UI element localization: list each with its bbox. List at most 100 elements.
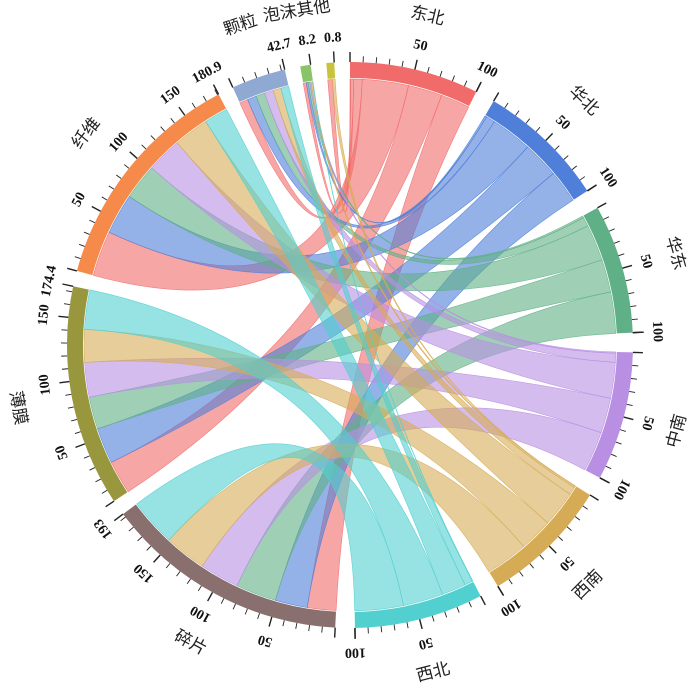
segment-label-碎片: 碎片 bbox=[171, 626, 210, 660]
tick-mark bbox=[519, 571, 524, 577]
tick-mark bbox=[75, 443, 86, 449]
ribbon-中南-颗粒 bbox=[264, 89, 617, 363]
tick-label: 50 bbox=[417, 634, 434, 652]
tick-label: 150 bbox=[36, 304, 53, 326]
tick-mark bbox=[241, 76, 246, 83]
tick-mark bbox=[622, 264, 633, 269]
tick-mark-end bbox=[332, 51, 335, 63]
tick-mark bbox=[150, 135, 156, 141]
tick-mark bbox=[160, 126, 165, 132]
tick-mark bbox=[95, 478, 101, 483]
tick-mark bbox=[232, 603, 236, 610]
tick-mark bbox=[186, 578, 191, 585]
ribbon-西北-碎片 bbox=[136, 443, 404, 612]
segment-label-华东: 华东 bbox=[661, 234, 689, 272]
tick-label-total: 100 bbox=[649, 321, 665, 343]
tick-mark bbox=[504, 102, 509, 109]
tick-mark bbox=[444, 611, 448, 618]
tick-mark bbox=[295, 622, 298, 629]
segment-label-西南: 西南 bbox=[569, 566, 607, 604]
tick-mark bbox=[388, 58, 391, 65]
tick-label-total: 100 bbox=[596, 165, 620, 191]
segment-arc-西南 bbox=[489, 486, 590, 587]
tick-mark bbox=[623, 416, 634, 421]
tick-label: 50 bbox=[69, 190, 89, 209]
segment-arc-泡沫其他 bbox=[300, 64, 313, 83]
tick-mark bbox=[603, 216, 610, 220]
ribbon-西北-纤维 bbox=[205, 109, 466, 595]
segment-label-东北: 东北 bbox=[409, 2, 447, 29]
tick-mark bbox=[129, 151, 138, 159]
tick-mark bbox=[579, 176, 586, 181]
tick-mark bbox=[61, 368, 69, 370]
tick-mark bbox=[558, 536, 564, 541]
tick-mark bbox=[63, 303, 70, 305]
tick-mark bbox=[128, 526, 134, 532]
segment-label-华北: 华北 bbox=[565, 82, 603, 120]
tick-mark bbox=[67, 406, 74, 409]
segment-arc-华东 bbox=[583, 207, 633, 334]
tick-mark bbox=[529, 563, 534, 569]
tick-label: 150 bbox=[158, 83, 184, 107]
tick-mark bbox=[456, 606, 460, 613]
tick-mark bbox=[605, 465, 612, 470]
tick-mark bbox=[480, 595, 486, 606]
tick-mark bbox=[137, 536, 143, 542]
ribbon-中南-纤维 bbox=[151, 142, 616, 399]
ribbon-华北-纤维 bbox=[108, 121, 529, 274]
ribbon-西南-颗粒 bbox=[272, 87, 575, 495]
tick-mark bbox=[615, 441, 622, 445]
tick-label-total: 42.7 bbox=[265, 36, 292, 56]
tick-mark bbox=[202, 95, 207, 102]
segment-label-中南: 中南 bbox=[663, 412, 691, 450]
segment-arc-薄膜 bbox=[67, 286, 128, 502]
tick-label: 150 bbox=[131, 560, 157, 585]
tick-mark bbox=[571, 165, 578, 170]
tick-mark-end bbox=[497, 585, 505, 597]
tick-mark bbox=[597, 202, 607, 209]
tick-mark bbox=[101, 489, 108, 494]
tick-mark bbox=[279, 64, 282, 71]
segment-arc-碎片 bbox=[123, 504, 337, 628]
tick-mark-end bbox=[599, 477, 610, 484]
tick-mark bbox=[589, 494, 599, 501]
tick-mark bbox=[625, 279, 632, 282]
ribbon-华东-纤维 bbox=[128, 167, 603, 292]
tick-mark bbox=[58, 315, 69, 319]
tick-mark-end bbox=[308, 53, 312, 65]
tick-mark bbox=[89, 219, 95, 224]
tick-mark bbox=[123, 164, 130, 169]
segment-arc-东北 bbox=[350, 62, 477, 107]
tick-mark bbox=[197, 585, 202, 592]
tick-mark bbox=[508, 578, 513, 585]
tick-mark bbox=[554, 145, 560, 151]
tick-mark bbox=[451, 75, 455, 82]
tick-mark-end bbox=[212, 84, 220, 95]
segment-arc-layer bbox=[67, 62, 633, 628]
tick-mark bbox=[268, 616, 273, 627]
tick-mark bbox=[266, 67, 270, 74]
tick-mark bbox=[406, 622, 409, 629]
tick-mark bbox=[631, 318, 638, 321]
tick-mark bbox=[66, 290, 73, 293]
tick-mark bbox=[618, 253, 625, 257]
tick-mark bbox=[582, 505, 588, 510]
ribbon-西北-颗粒 bbox=[280, 85, 473, 586]
tick-label: 50 bbox=[638, 415, 656, 432]
tick-mark bbox=[321, 626, 323, 633]
tick-label: 50 bbox=[256, 631, 274, 649]
tick-mark-end bbox=[113, 513, 124, 522]
tick-mark bbox=[608, 228, 615, 232]
tick-mark bbox=[120, 516, 126, 522]
tick-mark bbox=[574, 516, 581, 521]
tick-label-total: 100 bbox=[474, 59, 499, 82]
tick-mark bbox=[401, 60, 404, 67]
tick-mark bbox=[170, 118, 175, 124]
tick-mark bbox=[610, 453, 617, 457]
segment-arc-纤维 bbox=[76, 94, 227, 276]
tick-mark bbox=[101, 196, 108, 201]
tick-mark bbox=[214, 89, 218, 96]
tick-mark bbox=[105, 500, 115, 508]
tick-mark bbox=[108, 185, 115, 190]
